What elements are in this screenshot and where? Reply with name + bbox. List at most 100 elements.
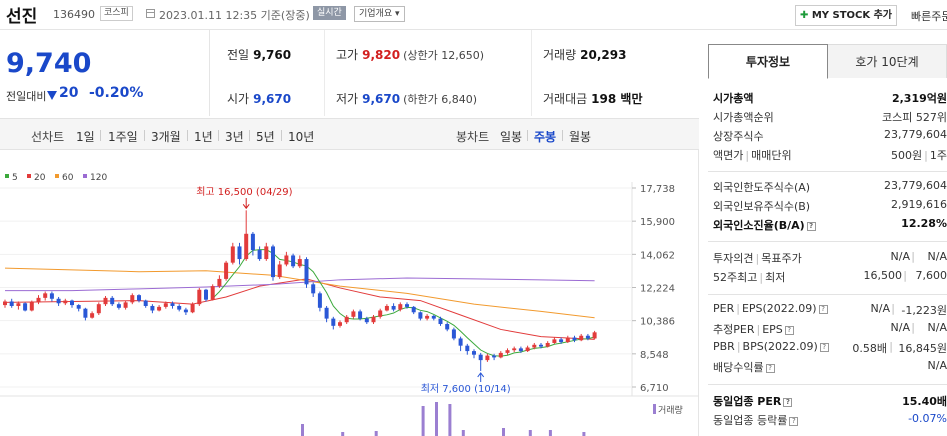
volume-legend-swatch (653, 404, 656, 414)
tab-period-3y[interactable]: 3년 (225, 130, 244, 144)
stock-code: 136490 (53, 8, 95, 21)
candle-body (230, 246, 235, 263)
quick-order-link[interactable]: 빠른주문 (911, 10, 947, 23)
value: 15.40배 (902, 395, 947, 408)
tab-period-1y[interactable]: 1년 (194, 130, 213, 144)
candle-body (384, 305, 389, 311)
help-icon[interactable]: ? (819, 343, 829, 352)
calendar-icon (146, 9, 155, 18)
tab-candle-weekly[interactable]: 주봉 (534, 130, 557, 144)
help-icon[interactable]: ? (818, 305, 828, 314)
tab-candle-daily[interactable]: 일봉 (500, 130, 523, 144)
candle-body (183, 309, 188, 313)
tab-period-1d[interactable]: 1일 (76, 130, 95, 144)
candle-body (177, 305, 182, 310)
value: 23,779,604 (884, 128, 947, 141)
candle-body (56, 298, 61, 304)
candle-body (143, 300, 148, 306)
help-icon[interactable]: ? (806, 222, 816, 231)
row-par-value: 액면가 | 매매단위 500원 | 1주 (713, 149, 947, 162)
label: 시가총액순위 (713, 111, 774, 124)
stat-open: 시가 9,670 (227, 90, 291, 107)
realtime-button[interactable]: 실시간 (313, 6, 346, 20)
stock-header: 선진 136490 코스피 2023.01.11 12:35 기준(장중) 실시… (0, 0, 947, 30)
value: 9,820 (362, 48, 401, 62)
chart-grid (0, 182, 699, 397)
ma60-line (4, 267, 595, 319)
y-tick-label: 15,900 (640, 217, 675, 228)
company-overview-dropdown[interactable]: 기업개요 ▾ (354, 6, 405, 22)
label: 거래량 (543, 48, 577, 62)
min-arrow-icon (477, 372, 485, 382)
candle-body (43, 293, 48, 298)
stock-name: 선진 (6, 7, 38, 27)
lower-limit: (하한가 6,840) (403, 93, 477, 106)
label: 고가 (336, 48, 359, 62)
candle-body (472, 351, 476, 355)
value: -1,223원 (901, 304, 947, 317)
candle-body (445, 324, 450, 330)
candle-body (559, 339, 564, 343)
label: 외국인한도주식수(A) (713, 181, 811, 194)
row-52week: 52주최고 | 최저 16,500 | 7,600 (713, 269, 947, 284)
tab-period-5y[interactable]: 5년 (256, 130, 275, 144)
help-icon[interactable]: ? (784, 326, 794, 335)
candle-body (264, 246, 269, 260)
candle-body (405, 304, 409, 307)
candlestick-chart: 5 20 60 120 최고 16,500 (04/29) 최저 7,600 (10/1… (0, 173, 699, 436)
candle-body (90, 313, 95, 318)
value: 198 백만 (591, 92, 643, 106)
candle-body (344, 316, 349, 323)
row-foreign-hold: 외국인보유주식수(B) 2,919,616 (713, 198, 947, 214)
row-market-cap: 시가총액 2,319억원 (713, 90, 947, 106)
tab-order-book[interactable]: 호가 10단계 (828, 44, 947, 78)
mystock-add-button[interactable]: ✚ MY STOCK 추가 (795, 5, 897, 26)
tab-candle-monthly[interactable]: 월봉 (569, 130, 592, 144)
candle-body (458, 338, 463, 346)
value: 7,600 (915, 269, 947, 282)
investment-info-panel: 투자정보 호가 10단계 시가총액 2,319억원 시가총액순위 코스피 527위 … (708, 44, 947, 436)
label: 전일 (227, 48, 250, 62)
divider (187, 130, 188, 141)
candle-body (398, 304, 403, 310)
tab-period-3m[interactable]: 3개월 (151, 130, 181, 144)
max-arrow-icon (242, 198, 250, 210)
change-value: 20 (59, 85, 79, 101)
tab-period-1w[interactable]: 1주일 (108, 130, 138, 144)
candle-body (123, 302, 128, 308)
candle-body (237, 246, 242, 260)
label: 배당수익률 (713, 361, 764, 374)
plus-icon: ✚ (799, 10, 809, 21)
row-per: PER | EPS(2022.09)? N/A | -1,223원 (713, 302, 947, 317)
candle-body (532, 344, 537, 348)
candle-body (465, 345, 470, 352)
label: 시가총액 (713, 92, 754, 105)
label: 동일업종 PER (713, 395, 782, 408)
candle-body (411, 306, 416, 313)
candle-body (150, 305, 155, 311)
divider (527, 130, 528, 141)
label: 외국인소진율(B/A) (713, 219, 805, 232)
candle-body (518, 348, 523, 352)
side-tabs: 투자정보 호가 10단계 (708, 44, 947, 79)
candle-body (317, 293, 322, 308)
stat-volume: 거래량 20,293 (543, 46, 626, 63)
y-axis: 17,738 15,900 14,062 12,224 10,386 8,548 6,710 (632, 184, 675, 394)
row-sector-per: 동일업종 PER? 15.40배 (713, 393, 947, 409)
chart-legend: 5 20 60 120 (5, 173, 107, 183)
tab-period-10y[interactable]: 10년 (288, 130, 315, 144)
help-icon[interactable]: ? (765, 364, 775, 373)
row-foreign-ratio: 외국인소진율(B/A)? 12.28% (713, 217, 947, 233)
help-icon[interactable]: ? (789, 417, 799, 426)
tab-investment-info[interactable]: 투자정보 (708, 44, 828, 79)
candle-body (338, 322, 342, 326)
candle-body (498, 352, 503, 358)
value: N/A (927, 359, 947, 372)
help-icon[interactable]: ? (783, 398, 793, 407)
candle-body (592, 332, 597, 339)
value: 20,293 (580, 48, 627, 62)
candle-body (391, 305, 396, 310)
candle-chart-label: 봉차트 (456, 130, 490, 144)
label: 거래대금 (543, 92, 588, 106)
divider (100, 130, 101, 141)
